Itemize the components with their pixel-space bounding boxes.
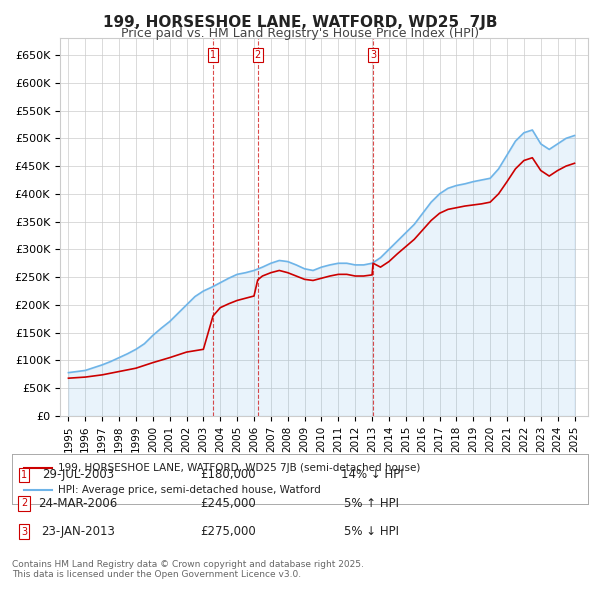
Text: £275,000: £275,000 (200, 525, 256, 538)
Text: 2: 2 (21, 499, 27, 508)
Text: Price paid vs. HM Land Registry's House Price Index (HPI): Price paid vs. HM Land Registry's House … (121, 27, 479, 40)
Text: £245,000: £245,000 (200, 497, 256, 510)
Text: 2: 2 (254, 50, 261, 60)
Text: 1: 1 (210, 50, 216, 60)
Text: 14% ↓ HPI: 14% ↓ HPI (341, 468, 403, 481)
Text: 3: 3 (370, 50, 376, 60)
Text: 199, HORSESHOE LANE, WATFORD, WD25  7JB: 199, HORSESHOE LANE, WATFORD, WD25 7JB (103, 15, 497, 30)
Text: HPI: Average price, semi-detached house, Watford: HPI: Average price, semi-detached house,… (58, 486, 321, 496)
Text: 23-JAN-2013: 23-JAN-2013 (41, 525, 115, 538)
Text: 5% ↓ HPI: 5% ↓ HPI (344, 525, 400, 538)
Text: 199, HORSESHOE LANE, WATFORD, WD25 7JB (semi-detached house): 199, HORSESHOE LANE, WATFORD, WD25 7JB (… (58, 463, 421, 473)
Text: Contains HM Land Registry data © Crown copyright and database right 2025.
This d: Contains HM Land Registry data © Crown c… (12, 560, 364, 579)
Text: £180,000: £180,000 (200, 468, 256, 481)
Text: 3: 3 (21, 527, 27, 536)
Text: 5% ↑ HPI: 5% ↑ HPI (344, 497, 400, 510)
Text: 29-JUL-2003: 29-JUL-2003 (42, 468, 114, 481)
Text: 1: 1 (21, 470, 27, 480)
Text: 24-MAR-2006: 24-MAR-2006 (38, 497, 118, 510)
